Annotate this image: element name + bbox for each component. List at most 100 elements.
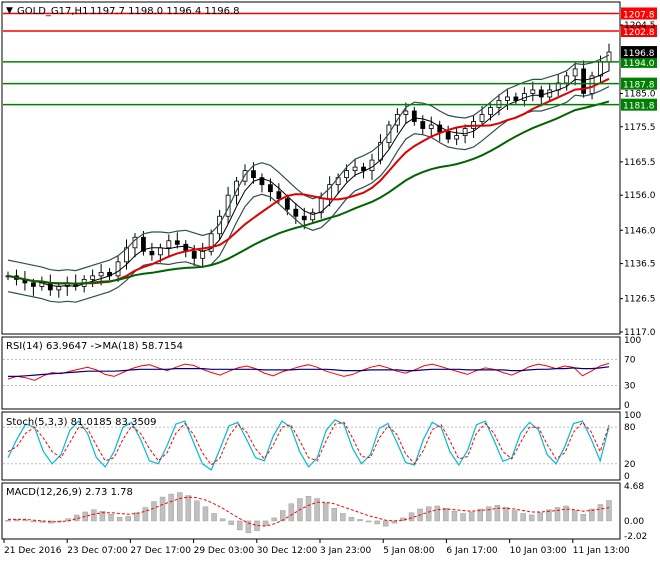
candle-body <box>530 89 536 94</box>
macd-bar <box>374 520 380 525</box>
candle-body <box>157 247 163 256</box>
stoch-tick-label: 0 <box>624 472 630 482</box>
macd-bar <box>589 508 595 522</box>
macd-bar <box>494 505 501 522</box>
candle-body <box>361 166 366 172</box>
candle-body <box>564 75 570 84</box>
macd-bar <box>228 520 234 525</box>
bollinger-upper <box>7 54 610 272</box>
macd-layer: 4.68 0.00 -2.02 <box>5 482 647 542</box>
level-label: 1181.8 <box>623 102 655 112</box>
stoch-panel <box>1 411 621 481</box>
candle-body <box>90 275 96 280</box>
macd-bar <box>108 513 114 522</box>
candle-body <box>259 177 265 186</box>
rsi-tick-label: 70 <box>624 356 636 366</box>
macd-bar <box>116 516 123 522</box>
candle-body <box>284 198 290 210</box>
macd-bar <box>348 516 355 522</box>
macd-bar <box>237 520 243 531</box>
candle-body <box>344 170 349 179</box>
level-label: 1207.8 <box>623 10 655 20</box>
price-tick-label: 1126.5 <box>624 295 656 305</box>
candle-body <box>98 271 104 277</box>
price-tick-label: 1175.5 <box>624 123 656 133</box>
stoch-main-line <box>7 419 610 471</box>
macd-bar <box>91 509 97 522</box>
macd-bar <box>477 508 483 522</box>
macd-bar <box>408 512 415 522</box>
macd-bar <box>425 506 432 522</box>
macd-bar <box>288 503 295 522</box>
level-label: 1194.0 <box>623 59 655 69</box>
ohlc-readout: 1197.7 1198.0 1196.4 1196.8 <box>90 6 240 17</box>
candle-body <box>251 170 256 179</box>
current-price-tag <box>621 46 657 59</box>
time-label: 6 Jan 17:00 <box>446 546 498 556</box>
macd-bar <box>176 492 183 522</box>
price-tick-label: 1165.5 <box>624 158 656 168</box>
candle-body <box>115 261 121 277</box>
level-tag <box>621 7 657 20</box>
stoch-label: Stoch(5,3,3) 81.0185 83.3509 <box>6 417 157 428</box>
price-tick-label: 1146.0 <box>624 226 656 236</box>
price-layer: 1207.8 1202.8 1194.0 1187.8 1181.8 1196.8 <box>3 7 657 303</box>
dropdown-arrow-icon[interactable]: ▼ <box>6 6 13 16</box>
macd-bar <box>606 500 612 522</box>
candle-body <box>462 128 468 136</box>
time-label: 29 Dec 03:00 <box>194 546 255 556</box>
candle-body <box>124 247 129 263</box>
macd-bar <box>434 505 441 522</box>
stoch-tick-label: 20 <box>624 460 636 470</box>
macd-tick-label: 4.68 <box>624 482 644 492</box>
macd-bar <box>528 514 535 522</box>
candle-body <box>191 250 197 259</box>
macd-bar <box>168 493 174 522</box>
macd-bar <box>151 501 157 522</box>
macd-bar <box>142 507 149 522</box>
macd-bar <box>159 496 166 522</box>
macd-bar <box>520 513 526 522</box>
candle-body <box>606 51 612 63</box>
macd-bar <box>22 519 28 522</box>
candle-body <box>589 75 595 94</box>
macd-bar <box>134 512 140 522</box>
ma-green-line <box>7 100 610 285</box>
time-label: 27 Dec 17:00 <box>130 546 191 556</box>
stoch-tick-label: 100 <box>624 411 641 421</box>
price-tick-label: 1136.5 <box>624 260 656 270</box>
macd-bar <box>279 510 286 522</box>
stoch-signal-line <box>7 421 610 466</box>
candle-body <box>428 124 434 129</box>
time-label: 30 Dec 12:00 <box>257 546 318 556</box>
time-label: 10 Jan 03:00 <box>510 546 567 556</box>
candle-body <box>166 240 172 249</box>
candle-body <box>420 121 426 129</box>
candle-body <box>310 212 316 221</box>
rsi-line <box>7 362 610 381</box>
candle-body <box>454 135 460 140</box>
candle-body <box>411 110 417 122</box>
rsi-tick-label: 100 <box>624 336 641 346</box>
candle-body <box>149 250 155 256</box>
macd-bar <box>340 513 346 522</box>
candle-body <box>403 110 409 115</box>
macd-bar <box>546 509 552 522</box>
price-tick-label: 1117.0 <box>624 328 656 338</box>
macd-tick-label: -2.02 <box>624 532 647 542</box>
macd-bar <box>39 520 46 523</box>
macd-bar <box>271 517 277 522</box>
macd-bar <box>185 495 192 522</box>
macd-bar <box>580 513 586 522</box>
candle-body <box>479 114 485 122</box>
candle-body <box>174 240 180 245</box>
macd-bar <box>537 512 544 522</box>
candle-body <box>208 233 214 252</box>
price-panel <box>1 1 621 335</box>
macd-bar <box>314 498 320 522</box>
candle-body <box>225 194 231 217</box>
macd-bar <box>211 513 217 522</box>
candle-body <box>581 68 587 94</box>
macd-bar <box>219 518 226 522</box>
